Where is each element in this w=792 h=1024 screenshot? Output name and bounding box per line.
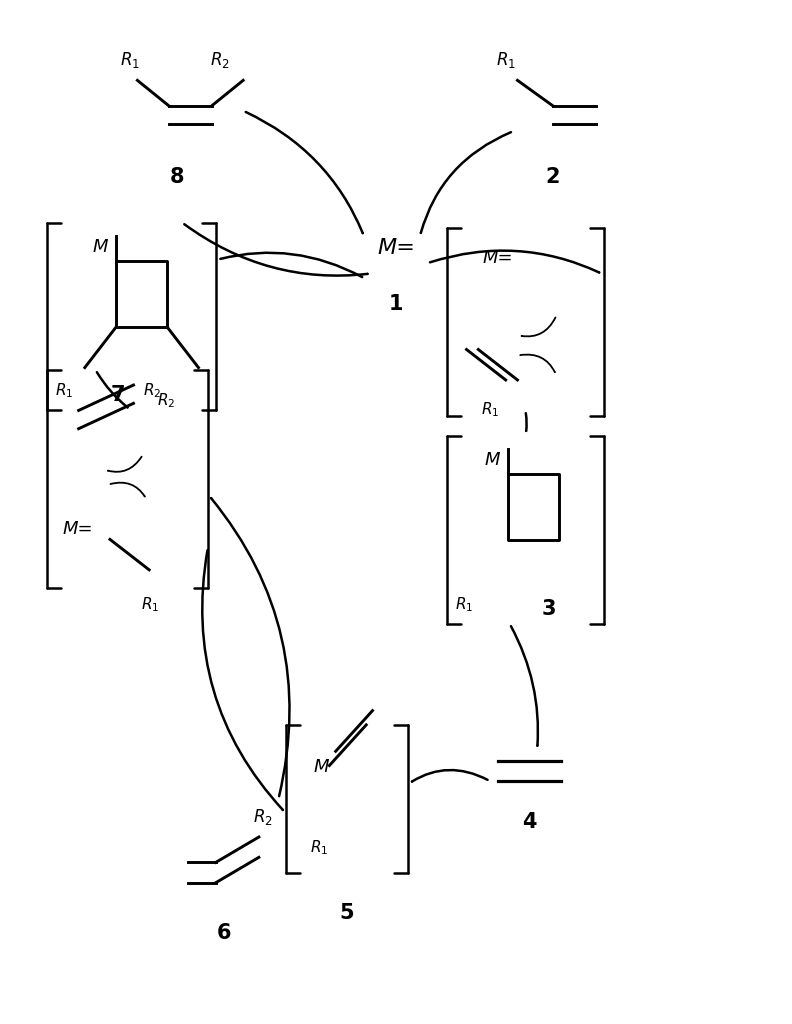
Text: $R_1$: $R_1$ xyxy=(55,382,74,400)
Text: $R_1$: $R_1$ xyxy=(496,50,516,71)
FancyArrowPatch shape xyxy=(211,498,290,797)
FancyArrowPatch shape xyxy=(202,550,283,810)
Text: $R_2$: $R_2$ xyxy=(143,382,161,400)
Text: $R_1$: $R_1$ xyxy=(455,595,473,613)
FancyArrowPatch shape xyxy=(246,112,363,233)
FancyArrowPatch shape xyxy=(511,626,538,745)
Text: 2: 2 xyxy=(546,167,560,186)
Text: $R_2$: $R_2$ xyxy=(253,807,272,826)
Text: $R_1$: $R_1$ xyxy=(481,400,499,419)
Text: 5: 5 xyxy=(340,903,354,923)
FancyArrowPatch shape xyxy=(412,770,488,781)
FancyArrowPatch shape xyxy=(110,482,145,497)
Text: $R_1$: $R_1$ xyxy=(310,839,328,857)
Text: 1: 1 xyxy=(389,294,403,313)
Text: M=: M= xyxy=(482,249,513,267)
Text: $R_2$: $R_2$ xyxy=(210,50,230,71)
FancyArrowPatch shape xyxy=(520,354,555,372)
Text: M: M xyxy=(93,238,109,256)
Text: 6: 6 xyxy=(216,924,230,943)
Text: 4: 4 xyxy=(522,812,536,831)
Text: $R_1$: $R_1$ xyxy=(120,50,139,71)
FancyArrowPatch shape xyxy=(108,457,142,472)
Text: M: M xyxy=(314,758,329,775)
FancyArrowPatch shape xyxy=(97,372,128,408)
Text: 3: 3 xyxy=(542,599,556,618)
Text: M: M xyxy=(485,452,500,469)
FancyArrowPatch shape xyxy=(522,317,555,337)
FancyArrowPatch shape xyxy=(526,413,527,431)
Text: M=: M= xyxy=(63,520,93,539)
Text: 7: 7 xyxy=(111,385,125,406)
FancyArrowPatch shape xyxy=(421,132,511,232)
Text: M=: M= xyxy=(377,238,415,258)
FancyArrowPatch shape xyxy=(185,224,367,275)
FancyArrowPatch shape xyxy=(221,253,362,278)
Text: $R_1$: $R_1$ xyxy=(141,595,160,614)
FancyArrowPatch shape xyxy=(430,251,599,272)
Text: $R_2$: $R_2$ xyxy=(157,391,175,410)
Text: 8: 8 xyxy=(169,167,184,186)
